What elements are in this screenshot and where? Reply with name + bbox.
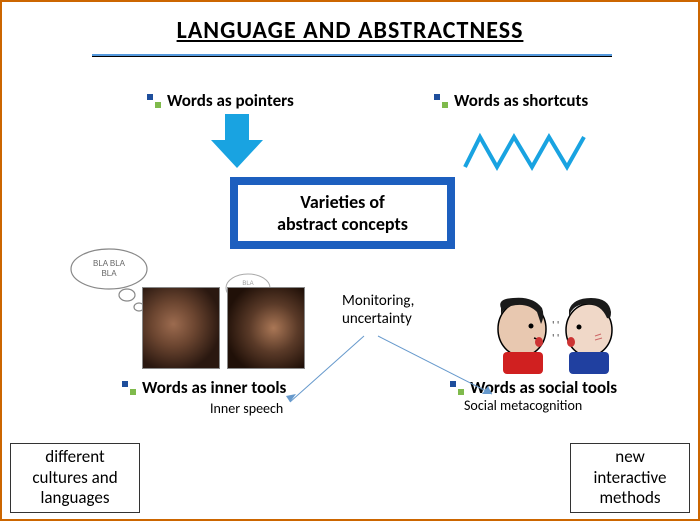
monitoring-label: Monitoring, uncertainty <box>342 292 414 328</box>
page-title: LANGUAGE AND ABSTRACTNESS <box>2 16 698 45</box>
center-line1: Varieties of <box>248 191 437 213</box>
methods-line1: new <box>594 447 667 467</box>
bullet-icon <box>147 94 161 108</box>
monitoring-text: Monitoring, <box>342 292 414 310</box>
heading-inner-text: Words as inner tools <box>142 377 286 398</box>
zigzag-icon <box>462 132 592 172</box>
title-underline <box>92 54 612 57</box>
cultures-line2: cultures and <box>32 468 117 488</box>
heading-shortcuts-text: Words as shortcuts <box>454 90 588 111</box>
cultures-line1: different <box>32 447 117 467</box>
bullet-icon <box>434 94 448 108</box>
thin-arrow-left <box>282 332 372 412</box>
inner-speech-label: Inner speech <box>210 400 283 417</box>
svg-text:' ': ' ' <box>552 319 559 332</box>
center-concept-box: Varieties of abstract concepts <box>230 177 455 249</box>
center-line2: abstract concepts <box>248 213 437 235</box>
heading-pointers-text: Words as pointers <box>167 90 294 111</box>
heading-inner: Words as inner tools <box>122 377 286 398</box>
social-meta-label: Social metacognition <box>464 397 582 414</box>
thin-arrow-right <box>372 332 502 402</box>
svg-text:BLA BLA: BLA BLA <box>93 259 126 268</box>
child-photo-1 <box>142 287 220 369</box>
methods-line3: methods <box>594 488 667 508</box>
svg-text:BLA: BLA <box>101 269 117 278</box>
cultures-box: different cultures and languages <box>10 443 140 513</box>
cartoon-faces: ' ' ' ' <box>487 294 622 374</box>
heading-pointers: Words as pointers <box>147 90 294 111</box>
down-arrow-icon <box>207 112 267 170</box>
methods-line2: interactive <box>594 468 667 488</box>
bullet-icon <box>122 381 136 395</box>
methods-box: new interactive methods <box>570 443 690 513</box>
cultures-line3: languages <box>32 488 117 508</box>
heading-shortcuts: Words as shortcuts <box>434 90 588 111</box>
svg-text:' ': ' ' <box>552 332 559 345</box>
uncertainty-text: uncertainty <box>342 310 414 328</box>
